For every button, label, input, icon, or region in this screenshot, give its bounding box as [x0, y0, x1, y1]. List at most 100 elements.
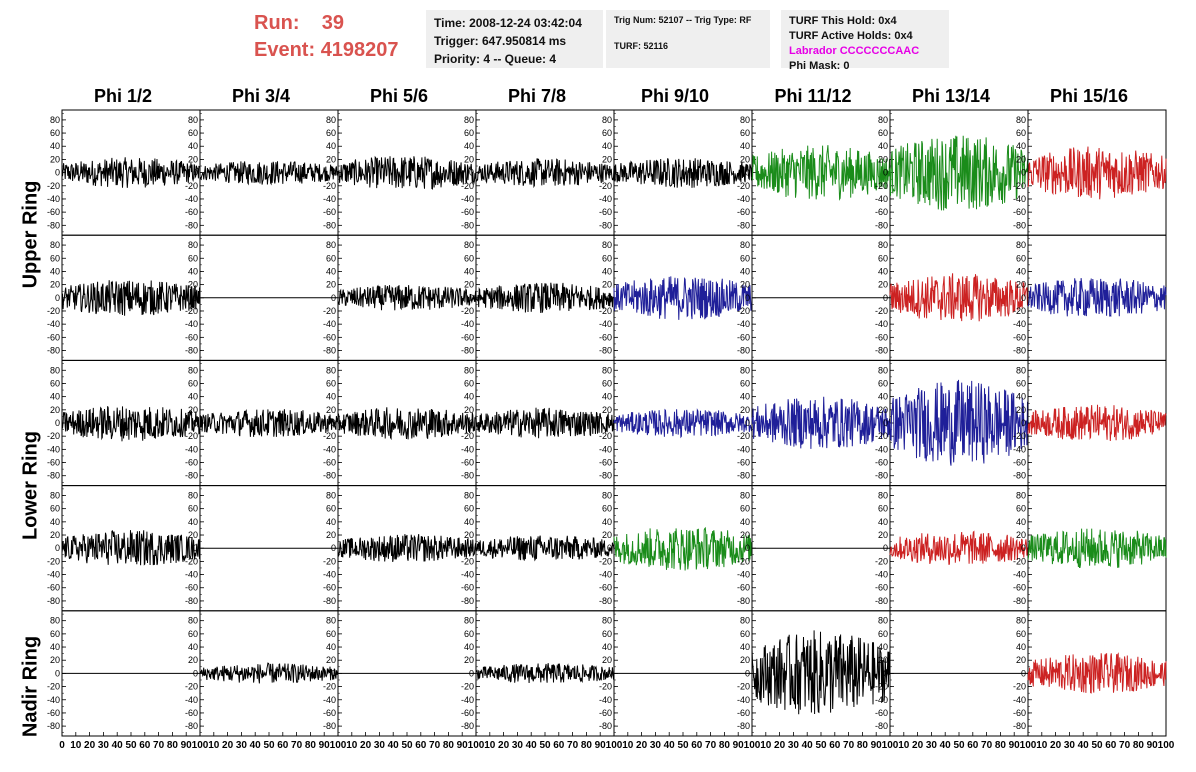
- y-tick-label: 60: [50, 128, 60, 138]
- y-tick-label: -20: [461, 431, 474, 441]
- y-tick-label: -60: [875, 458, 888, 468]
- y-tick-label: 80: [188, 240, 198, 250]
- y-tick-label: -20: [185, 431, 198, 441]
- y-tick-label: 20: [878, 280, 888, 290]
- waveform-trace: [61, 530, 201, 566]
- y-tick-label: 80: [326, 616, 336, 626]
- waveform-trace: [337, 155, 477, 190]
- x-tick-label: 30: [374, 740, 386, 751]
- y-tick-label: 60: [878, 629, 888, 639]
- x-tick-label: 90: [871, 740, 883, 751]
- y-tick-label: -40: [461, 444, 474, 454]
- x-tick-label: 50: [263, 740, 275, 751]
- y-tick-label: -40: [875, 444, 888, 454]
- y-tick-label: 80: [188, 490, 198, 500]
- y-tick-label: 20: [740, 280, 750, 290]
- y-tick-label: 60: [464, 629, 474, 639]
- y-tick-label: -20: [599, 181, 612, 191]
- y-tick-label: -60: [1013, 332, 1026, 342]
- labrador-text: Labrador CCCCCCCAAC: [789, 45, 920, 57]
- y-tick-label: 40: [326, 517, 336, 527]
- y-tick-label: -20: [47, 306, 60, 316]
- waveform-trace: [1027, 652, 1167, 694]
- y-tick-label: 20: [878, 530, 888, 540]
- y-tick-label: 60: [878, 378, 888, 388]
- panel-r1-c0: -80 -60 -40 -20 0 20 40 60 80: [47, 234, 201, 361]
- x-tick-label: 50: [401, 740, 413, 751]
- x-tick-label: 80: [995, 740, 1007, 751]
- panel-r4-c4: -80 -60 -40 -20 0 20 40 60 80: [599, 610, 753, 737]
- x-tick-label: 90: [1009, 740, 1021, 751]
- panel-r4-c2: -80 -60 -40 -20 0 20 40 60 80: [323, 610, 477, 737]
- y-tick-label: 0: [193, 168, 198, 178]
- y-tick-label: 20: [1016, 154, 1026, 164]
- y-tick-label: 80: [50, 240, 60, 250]
- y-tick-label: 80: [1016, 490, 1026, 500]
- y-tick-label: -80: [1013, 220, 1026, 230]
- y-tick-label: 20: [188, 530, 198, 540]
- y-tick-label: -80: [461, 220, 474, 230]
- y-tick-label: -80: [1013, 596, 1026, 606]
- y-tick-label: -40: [461, 319, 474, 329]
- y-tick-label: -60: [875, 332, 888, 342]
- y-tick-label: 40: [878, 642, 888, 652]
- y-tick-label: 0: [469, 168, 474, 178]
- y-tick-label: -60: [1013, 708, 1026, 718]
- y-tick-label: -40: [1013, 695, 1026, 705]
- panel-r2-c5: -80 -60 -40 -20 0 20 40 60 80: [737, 359, 891, 487]
- y-tick-label: -80: [461, 721, 474, 731]
- y-tick-label: -40: [1013, 570, 1026, 580]
- y-tick-label: -60: [737, 583, 750, 593]
- y-tick-label: 60: [50, 378, 60, 388]
- y-tick-label: 0: [331, 168, 336, 178]
- x-tick-label: 30: [236, 740, 248, 751]
- y-tick-label: -20: [47, 682, 60, 692]
- y-tick-label: 80: [878, 616, 888, 626]
- y-tick-label: -60: [323, 708, 336, 718]
- y-tick-label: 80: [326, 490, 336, 500]
- turf-text: TURF: 52116: [614, 41, 669, 51]
- waveform-trace: [337, 534, 477, 562]
- x-tick-label: 100: [468, 740, 485, 751]
- x-tick-label: 60: [691, 740, 703, 751]
- y-tick-label: 40: [188, 517, 198, 527]
- y-tick-label: -20: [737, 306, 750, 316]
- y-tick-label: 20: [1016, 405, 1026, 415]
- y-tick-label: 0: [1021, 168, 1026, 178]
- panel-r3-c6: -80 -60 -40 -20 0 20 40 60 80: [875, 485, 1029, 612]
- y-tick-label: 20: [740, 530, 750, 540]
- x-tick-label: 20: [498, 740, 510, 751]
- waveform-trace: [475, 663, 615, 684]
- x-tick-label: 20: [222, 740, 234, 751]
- x-tick-label: 100: [882, 740, 899, 751]
- y-tick-label: -80: [185, 721, 198, 731]
- run-label: Run:: [254, 12, 300, 34]
- x-tick-label: 40: [526, 740, 538, 751]
- y-tick-label: 40: [188, 141, 198, 151]
- y-tick-label: 60: [1016, 629, 1026, 639]
- time-text: Time: 2008-12-24 03:42:04: [434, 16, 582, 30]
- column-header-phi-5-6: Phi 5/6: [369, 86, 429, 106]
- y-tick-label: 0: [469, 418, 474, 428]
- y-tick-label: 20: [464, 154, 474, 164]
- x-tick-label: 90: [1147, 740, 1159, 751]
- panel-r0-c7: -80 -60 -40 -20 0 20 40 60 80: [1013, 109, 1167, 236]
- y-tick-label: 80: [464, 115, 474, 125]
- x-tick-label: 60: [415, 740, 427, 751]
- y-tick-label: 40: [50, 642, 60, 652]
- panel-r4-c1: -80 -60 -40 -20 0 20 40 60 80: [185, 610, 339, 737]
- y-tick-label: -80: [737, 721, 750, 731]
- y-tick-label: -40: [875, 570, 888, 580]
- y-tick-label: -40: [1013, 319, 1026, 329]
- x-tick-label: 70: [291, 740, 303, 751]
- y-tick-label: -20: [875, 306, 888, 316]
- y-tick-label: -60: [47, 458, 60, 468]
- y-tick-label: -20: [461, 306, 474, 316]
- column-header-phi-3-4: Phi 3/4: [231, 86, 291, 106]
- y-tick-label: 0: [1021, 543, 1026, 553]
- y-tick-label: -60: [461, 207, 474, 217]
- event-label: Event:: [254, 39, 316, 61]
- y-tick-label: -60: [47, 207, 60, 217]
- panel-r3-c1: -80 -60 -40 -20 0 20 40 60 80: [185, 485, 339, 612]
- y-tick-label: -60: [1013, 207, 1026, 217]
